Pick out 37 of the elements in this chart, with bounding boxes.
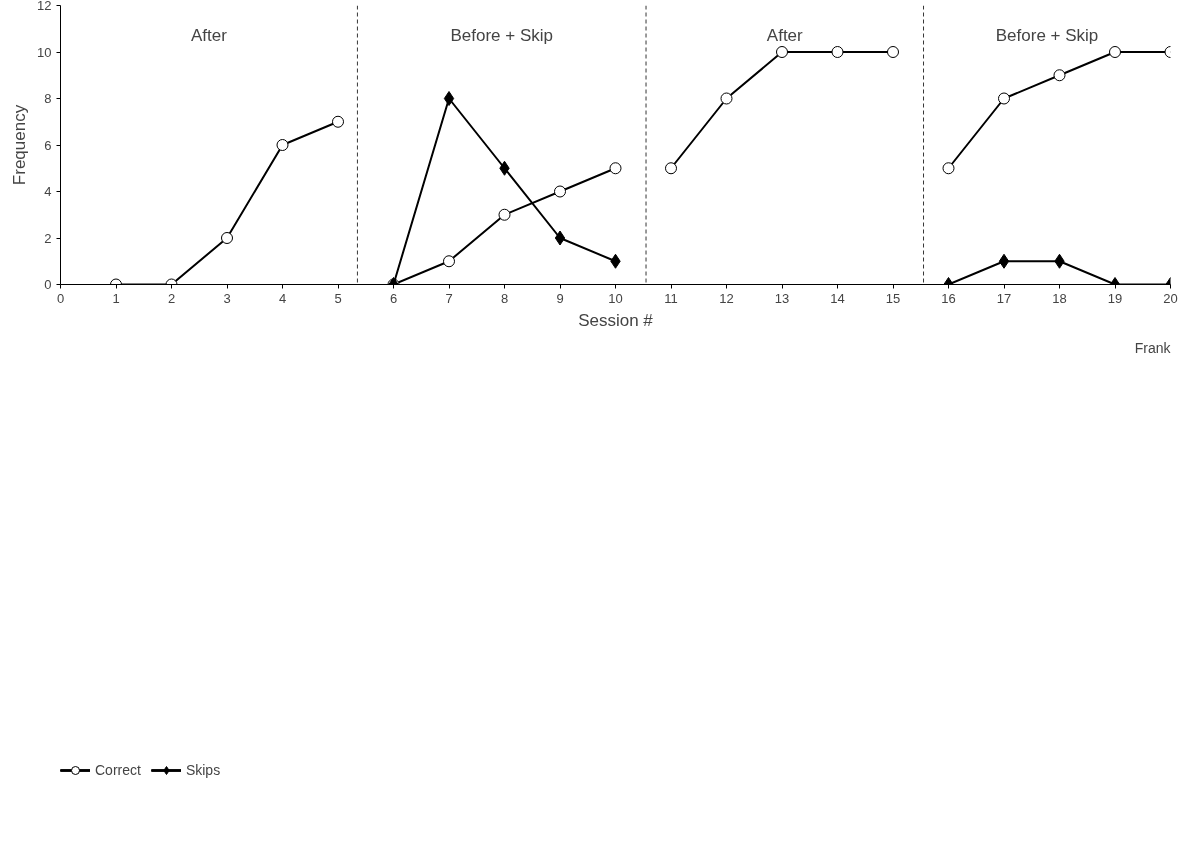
x-tick-label: 15 xyxy=(885,290,901,306)
text: Frank xyxy=(1134,339,1172,356)
x-tick-label: 19 xyxy=(1107,290,1123,306)
y-tick-label: 10 xyxy=(37,44,52,60)
x-tick-label: 3 xyxy=(223,290,231,306)
y-tick-label: 0 xyxy=(44,277,52,292)
x-tick-label: 18 xyxy=(1052,290,1067,306)
y-axis-title: Frequency xyxy=(10,104,30,186)
x-tick-label: 17 xyxy=(996,290,1012,306)
y-tick-label: 6 xyxy=(44,137,52,153)
legend-label: Skips xyxy=(185,762,221,778)
x-tick-label: 13 xyxy=(774,290,790,306)
y-tick-label: 12 xyxy=(37,0,52,13)
x-tick-label: 0 xyxy=(56,290,65,306)
x-axis-title: Session # xyxy=(578,310,654,330)
annotation: Before + Skip xyxy=(450,25,553,45)
x-tick-label: 2 xyxy=(167,290,176,306)
y-tick-label: 8 xyxy=(44,91,52,106)
x-tick-label: 20 xyxy=(1163,290,1178,306)
y-tick-label: 2 xyxy=(44,230,52,246)
x-tick-label: 11 xyxy=(664,290,678,306)
annotation: After xyxy=(191,25,228,45)
x-tick-label: 6 xyxy=(389,290,398,306)
x-tick-label: 8 xyxy=(500,290,509,306)
x-tick-label: 14 xyxy=(830,290,845,306)
x-tick-label: 1 xyxy=(112,290,120,306)
x-tick-label: 7 xyxy=(445,290,453,306)
x-tick-label: 16 xyxy=(941,290,956,306)
x-tick-label: 10 xyxy=(608,290,623,306)
x-tick-label: 9 xyxy=(556,290,564,306)
legend-label: Correct xyxy=(95,762,141,778)
annotation: Before + Skip xyxy=(995,25,1099,45)
x-tick-label: 4 xyxy=(278,290,287,306)
y-tick-label: 4 xyxy=(44,184,52,199)
x-tick-label: 5 xyxy=(334,290,342,306)
annotation: After xyxy=(766,25,804,45)
x-tick-label: 12 xyxy=(719,290,734,306)
